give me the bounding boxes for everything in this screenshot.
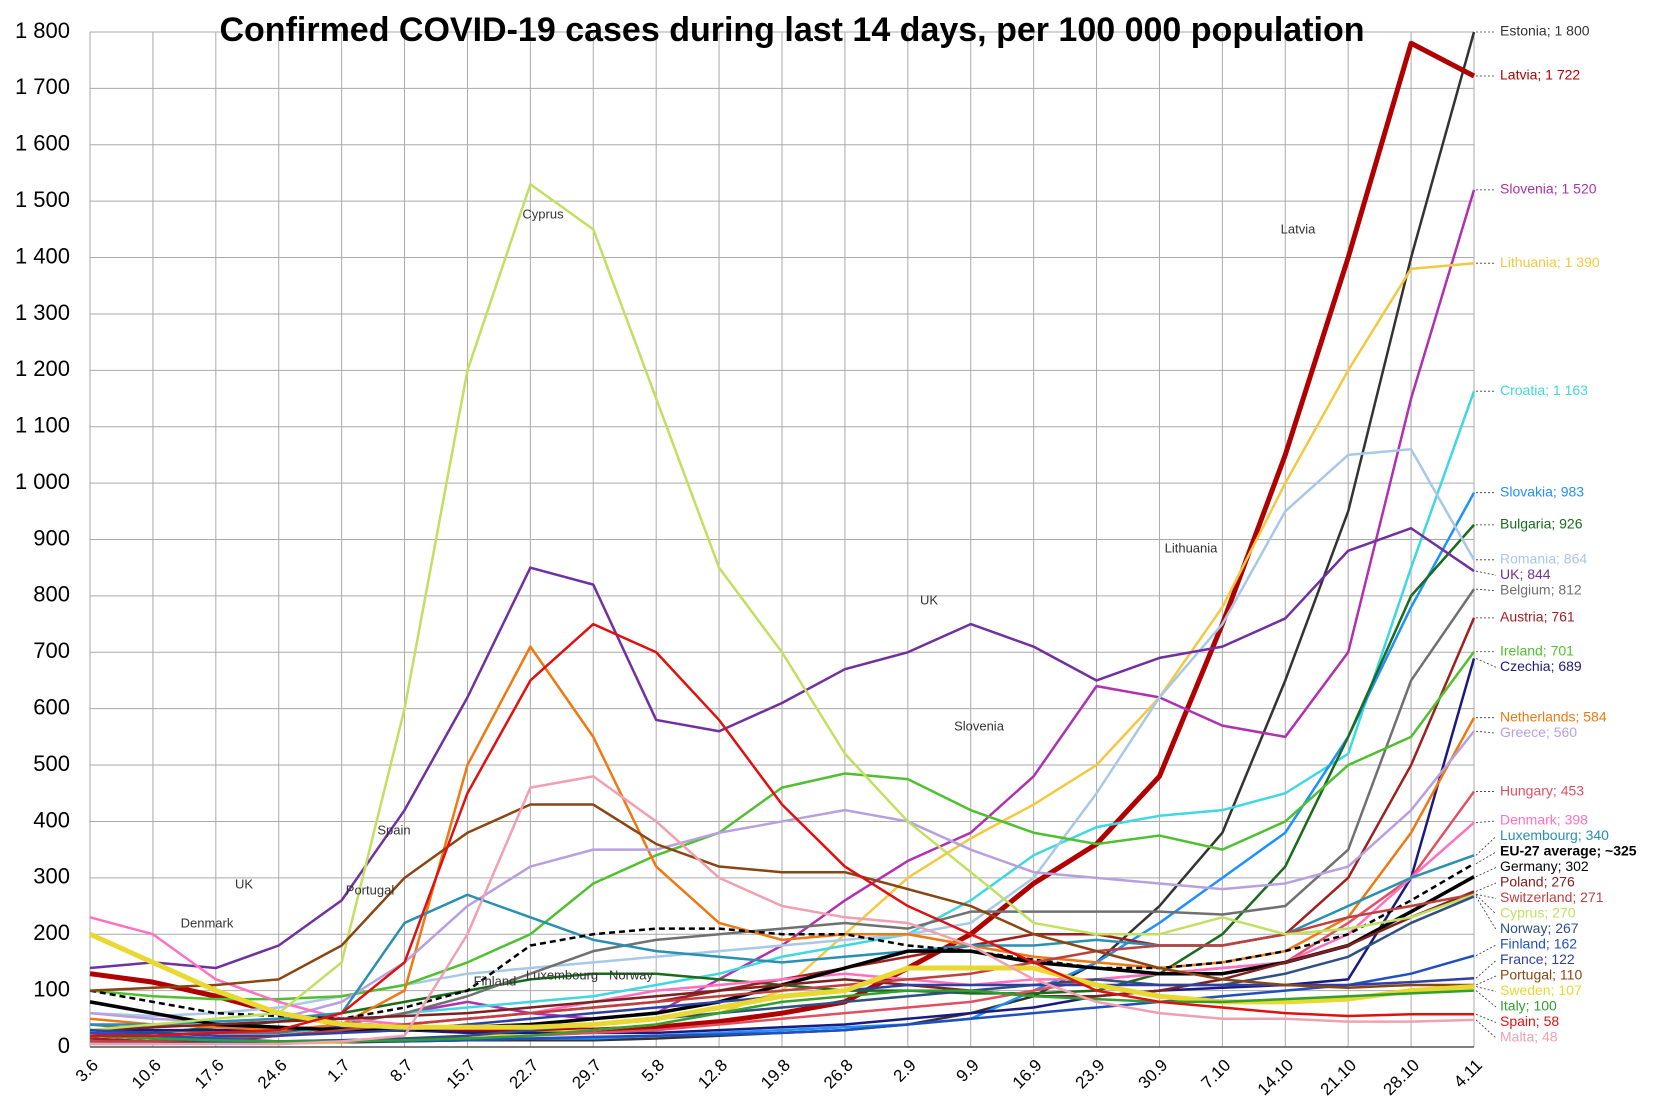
- chart-title: Confirmed COVID-19 cases during last 14 …: [219, 11, 1364, 49]
- leader-line: [1475, 893, 1497, 899]
- annotation: Norway: [609, 967, 654, 982]
- y-tick-label: 600: [33, 694, 70, 719]
- lines: [88, 31, 1476, 1046]
- series-line: [89, 526, 1475, 970]
- legend-entry: Austria; 761: [1500, 609, 1575, 625]
- y-tick-label: 400: [33, 807, 70, 832]
- series-line: [89, 448, 1476, 1018]
- y-tick-label: 900: [33, 525, 70, 550]
- y-tick-label: 1 100: [15, 413, 70, 438]
- leader-line: [1475, 1019, 1497, 1039]
- leader-line: [1475, 990, 1497, 1008]
- y-tick-label: 1 700: [15, 74, 70, 99]
- y-tick-label: 500: [33, 751, 70, 776]
- legend-entry: Cyprus; 270: [1500, 905, 1576, 921]
- annotation: Cyprus: [522, 206, 564, 221]
- legend-entry: Croatia; 1 163: [1500, 382, 1588, 398]
- series-line: [89, 650, 1476, 1001]
- leader-line: [1475, 986, 1497, 992]
- legend-entry: Greece; 560: [1500, 724, 1577, 740]
- legend-entry: Poland; 276: [1500, 874, 1575, 890]
- legend-entry: Sweden; 107: [1500, 982, 1582, 998]
- legend-entry: UK; 844: [1500, 566, 1551, 582]
- legend-entry: Romania; 864: [1500, 551, 1587, 567]
- legend-entry: Latvia; 1 722: [1500, 67, 1580, 83]
- leader-line: [1475, 836, 1497, 856]
- legend-entry: Norway; 267: [1500, 920, 1579, 936]
- y-tick-label: 1 200: [15, 356, 70, 381]
- legend-entry: Ireland; 701: [1500, 642, 1574, 658]
- legend-entry: Lithuania; 1 390: [1500, 254, 1600, 270]
- legend-entry: Netherlands; 584: [1500, 708, 1607, 724]
- annotation: Denmark: [181, 915, 234, 930]
- legend-entry: Slovakia; 983: [1500, 483, 1584, 499]
- y-tick-label: 1 300: [15, 300, 70, 325]
- series-line: [89, 645, 1476, 1032]
- leader-line: [1475, 730, 1497, 734]
- y-tick-label: 1 600: [15, 131, 70, 156]
- legend-entry: Italy; 100: [1500, 998, 1557, 1014]
- leader-line: [1475, 896, 1497, 930]
- y-tick-label: 1 400: [15, 243, 70, 268]
- legend-entry: Finland; 162: [1500, 936, 1577, 952]
- y-tick-label: 300: [33, 864, 70, 889]
- series-line: [90, 622, 1474, 1037]
- legend-entry: Hungary; 453: [1500, 782, 1584, 798]
- y-tick-label: 800: [33, 582, 70, 607]
- series-line: [90, 775, 1475, 1046]
- legend-entry: Bulgaria; 926: [1500, 516, 1583, 532]
- y-tick-label: 0: [58, 1033, 70, 1058]
- annotation: UK: [235, 876, 253, 891]
- legend-entry: EU-27 average; ~325: [1500, 843, 1637, 859]
- annotation: Latvia: [1281, 221, 1316, 236]
- leader-line: [1475, 820, 1497, 823]
- legend-entry: Denmark; 398: [1500, 812, 1588, 828]
- legend-entry: Switzerland; 271: [1500, 889, 1604, 905]
- legend-entry: Spain; 58: [1500, 1013, 1559, 1029]
- legend-entry: Czechia; 689: [1500, 658, 1582, 674]
- leader-line: [1475, 570, 1497, 576]
- annotation: Spain: [377, 822, 410, 837]
- annotation: Lithuania: [1165, 540, 1219, 555]
- annotation: Luxembourg: [526, 967, 598, 982]
- y-tick-label: 100: [33, 976, 70, 1001]
- annotation: Portugal: [346, 882, 395, 897]
- annotation: Finland: [474, 973, 517, 988]
- annotation: Slovenia: [954, 718, 1005, 733]
- y-tick-label: 1 500: [15, 187, 70, 212]
- labels: 0 100 200 300 400 500 600 700 800 900 1 000 1 100 1 …: [15, 18, 1637, 1099]
- leader-line: [1475, 588, 1497, 592]
- legend-entry: Germany; 302: [1500, 858, 1589, 874]
- y-tick-label: 1 000: [15, 469, 70, 494]
- legend-entry: Slovenia; 1 520: [1500, 181, 1597, 197]
- series-line: [89, 803, 1474, 992]
- leader-line: [1475, 960, 1497, 979]
- y-tick-label: 700: [33, 638, 70, 663]
- series-line: [89, 730, 1475, 1023]
- legend-entry: Portugal; 110: [1500, 967, 1582, 983]
- legend-entry: France; 122: [1500, 951, 1575, 967]
- leader-line: [1475, 894, 1497, 915]
- legend-entry: Estonia; 1 800: [1500, 23, 1590, 39]
- legend-entry: Belgium; 812: [1500, 582, 1582, 598]
- annotation: UK: [920, 592, 938, 607]
- legend-entry: Luxembourg; 340: [1500, 827, 1609, 843]
- series-line: [89, 183, 1475, 1032]
- y-tick-label: 1 800: [15, 18, 70, 43]
- y-tick-label: 200: [33, 920, 70, 945]
- series-line: [89, 821, 1475, 1026]
- legend-entry: Malta; 48: [1500, 1029, 1558, 1045]
- series-line: [90, 892, 1475, 1043]
